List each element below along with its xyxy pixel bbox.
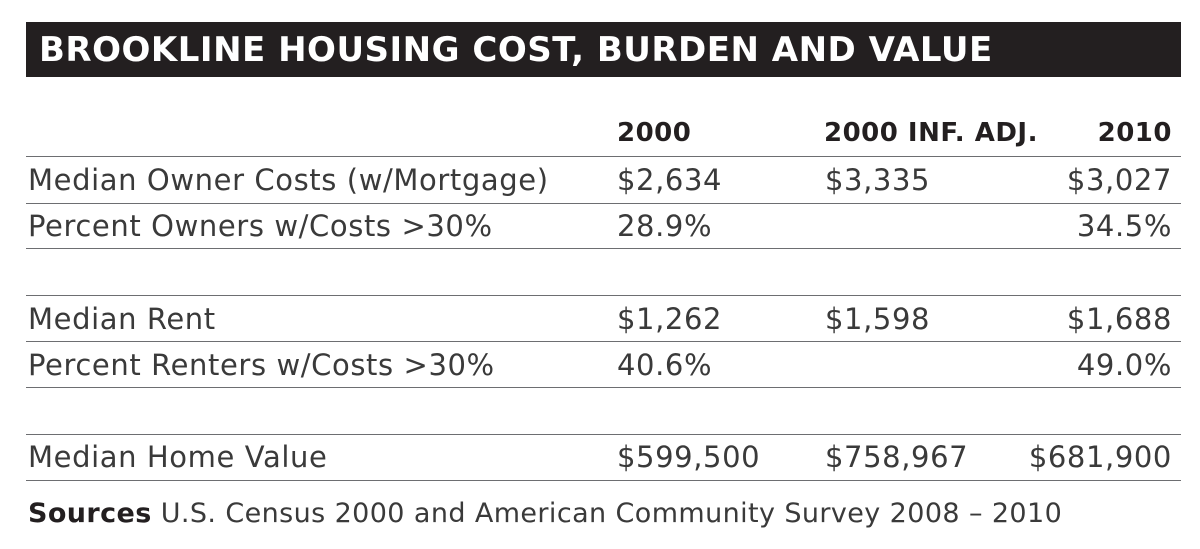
- table-rule: [26, 434, 1181, 435]
- table-rule: [26, 387, 1181, 388]
- row-label: Percent Owners w/Costs >30%: [28, 209, 493, 243]
- cell-2000: 28.9%: [617, 209, 713, 243]
- cell-2000-inf-adj: $758,967: [825, 440, 969, 474]
- page-title: BROOKLINE HOUSING COST, BURDEN AND VALUE: [39, 29, 993, 70]
- cell-2010: 49.0%: [1076, 348, 1172, 382]
- row-label: Percent Renters w/Costs >30%: [28, 348, 495, 382]
- table-rule: [26, 295, 1181, 296]
- sources-note: Sources U.S. Census 2000 and American Co…: [28, 498, 1062, 529]
- title-banner: BROOKLINE HOUSING COST, BURDEN AND VALUE: [26, 22, 1181, 77]
- cell-2000: $1,262: [617, 302, 723, 336]
- table-rule: [26, 480, 1181, 481]
- row-label: Median Home Value: [28, 440, 328, 474]
- sources-label: Sources: [28, 498, 152, 529]
- row-label: Median Rent: [28, 302, 216, 336]
- column-header-2000-inflation-adjusted: 2000 INF. ADJ.: [824, 118, 1038, 148]
- row-label: Median Owner Costs (w/Mortgage): [28, 163, 549, 197]
- table-rule: [26, 156, 1181, 157]
- column-header-2000: 2000: [617, 118, 692, 148]
- cell-2000-inf-adj: $3,335: [825, 163, 931, 197]
- cell-2000: 40.6%: [617, 348, 713, 382]
- cell-2000: $599,500: [617, 440, 761, 474]
- cell-2010: $1,688: [1066, 302, 1172, 336]
- cell-2010: $681,900: [1028, 440, 1172, 474]
- table-rule: [26, 248, 1181, 249]
- cell-2000-inf-adj: $1,598: [825, 302, 931, 336]
- sources-text: U.S. Census 2000 and American Community …: [160, 498, 1063, 529]
- column-header-2010: 2010: [1097, 118, 1172, 148]
- table-rule: [26, 341, 1181, 342]
- table-rule: [26, 203, 1181, 204]
- cell-2010: 34.5%: [1076, 209, 1172, 243]
- cell-2000: $2,634: [617, 163, 723, 197]
- cell-2010: $3,027: [1066, 163, 1172, 197]
